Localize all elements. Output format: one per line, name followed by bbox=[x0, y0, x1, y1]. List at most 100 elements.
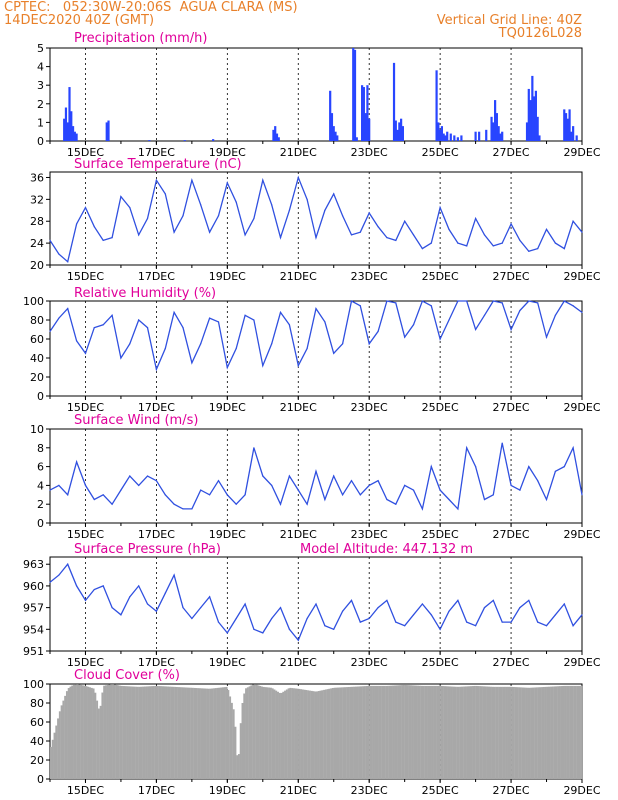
data-point bbox=[359, 305, 361, 307]
data-point bbox=[173, 311, 175, 313]
x-tick-label: 17DEC bbox=[138, 270, 175, 283]
cloud-bar bbox=[292, 688, 295, 779]
x-tick-label: 27DEC bbox=[493, 146, 530, 159]
cloud-bar bbox=[89, 687, 91, 779]
panel-frame bbox=[49, 171, 583, 266]
cloud-bar bbox=[126, 686, 129, 779]
precip-bar bbox=[362, 87, 365, 141]
cloud-bar bbox=[204, 688, 207, 779]
cloud-bar bbox=[62, 700, 65, 779]
x-tick-label: 27DEC bbox=[493, 784, 530, 797]
cloud-bar bbox=[307, 690, 310, 779]
precip-bar bbox=[330, 113, 334, 141]
cloud-bar bbox=[525, 687, 528, 779]
data-point bbox=[102, 585, 104, 587]
cloud-bar bbox=[71, 685, 74, 779]
cloud-bar bbox=[113, 684, 116, 779]
data-point bbox=[84, 599, 87, 601]
data-point bbox=[315, 308, 317, 310]
panel-title: Relative Humidity (%) bbox=[74, 286, 216, 301]
precip-bar bbox=[494, 100, 497, 141]
data-point bbox=[350, 300, 353, 302]
data-point bbox=[492, 300, 494, 302]
cloud-bar bbox=[385, 685, 388, 779]
data-point bbox=[404, 220, 406, 222]
cloud-bar bbox=[408, 685, 411, 779]
cloud-bar bbox=[374, 685, 377, 779]
data-point bbox=[342, 343, 344, 345]
cloud-bar bbox=[73, 684, 76, 779]
cloud-bar bbox=[220, 687, 223, 779]
cloud-bar bbox=[168, 686, 171, 779]
x-tick-label: 29DEC bbox=[563, 656, 600, 669]
cloud-bar bbox=[397, 685, 400, 779]
data-point bbox=[457, 508, 459, 510]
cloud-bar bbox=[415, 685, 418, 779]
cloud-bar bbox=[193, 687, 196, 779]
data-point bbox=[448, 319, 450, 321]
cloud-bar bbox=[438, 685, 441, 779]
data-point bbox=[368, 212, 370, 214]
panel-frame bbox=[49, 47, 583, 142]
cloud-bar bbox=[80, 684, 83, 779]
cloud-bar bbox=[502, 686, 505, 779]
data-point bbox=[138, 585, 140, 587]
data-point bbox=[537, 621, 539, 623]
cloud-bar bbox=[557, 686, 560, 779]
data-point bbox=[572, 220, 574, 222]
cloud-bar bbox=[461, 686, 464, 779]
cloud-bar bbox=[447, 686, 450, 779]
data-point bbox=[120, 489, 122, 491]
header-grid-line: Vertical Grid Line: 40Z bbox=[436, 13, 582, 28]
cloud-bar bbox=[268, 687, 271, 779]
x-tick-label: 21DEC bbox=[280, 528, 317, 541]
cloud-bar bbox=[296, 688, 299, 779]
cloud-bar bbox=[195, 688, 198, 779]
cloud-bar bbox=[489, 686, 492, 779]
data-point bbox=[537, 302, 539, 304]
cloud-bar bbox=[218, 687, 221, 779]
data-point bbox=[368, 343, 370, 345]
data-point bbox=[519, 239, 521, 241]
precip-bar bbox=[366, 85, 369, 141]
panel-title: Surface Pressure (hPa) bbox=[74, 542, 221, 557]
cloud-bar bbox=[514, 687, 517, 779]
cloud-bar bbox=[331, 687, 334, 779]
y-tick-label: 80 bbox=[30, 314, 44, 327]
cloud-bar bbox=[433, 685, 436, 779]
data-point bbox=[377, 226, 379, 228]
header-date: 14DEC2020 40Z (GMT) bbox=[4, 13, 155, 28]
data-point bbox=[164, 494, 166, 496]
data-point bbox=[466, 621, 468, 623]
data-point bbox=[93, 498, 95, 501]
data-point bbox=[226, 632, 228, 634]
data-point bbox=[217, 321, 220, 323]
precip-bar bbox=[401, 126, 404, 141]
cloud-bar bbox=[301, 689, 304, 779]
data-point bbox=[93, 226, 95, 228]
cloud-bar bbox=[250, 685, 253, 779]
data-point bbox=[271, 343, 273, 345]
data-point bbox=[155, 368, 157, 370]
data-point bbox=[67, 308, 69, 310]
data-point bbox=[288, 475, 290, 477]
y-tick-label: 960 bbox=[23, 580, 44, 593]
cloud-bar bbox=[539, 687, 542, 779]
cloud-bar bbox=[104, 685, 107, 779]
data-point bbox=[572, 305, 574, 307]
data-point bbox=[288, 628, 290, 630]
cloud-bar bbox=[347, 686, 350, 779]
x-tick-label: 27DEC bbox=[493, 656, 530, 669]
cloud-bar bbox=[246, 687, 249, 779]
data-point bbox=[84, 484, 87, 486]
cloud-bar bbox=[450, 686, 453, 779]
cloud-bar bbox=[503, 686, 506, 779]
x-tick-label: 19DEC bbox=[209, 784, 246, 797]
cloud-bar bbox=[57, 718, 60, 779]
data-point bbox=[76, 585, 78, 587]
data-point bbox=[333, 193, 335, 195]
cloud-bar bbox=[379, 685, 382, 779]
cloud-bar bbox=[486, 686, 489, 779]
cloud-bar bbox=[234, 726, 237, 779]
data-point bbox=[235, 617, 237, 620]
